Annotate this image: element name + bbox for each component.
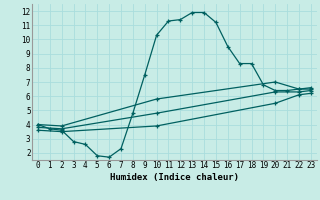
- X-axis label: Humidex (Indice chaleur): Humidex (Indice chaleur): [110, 173, 239, 182]
